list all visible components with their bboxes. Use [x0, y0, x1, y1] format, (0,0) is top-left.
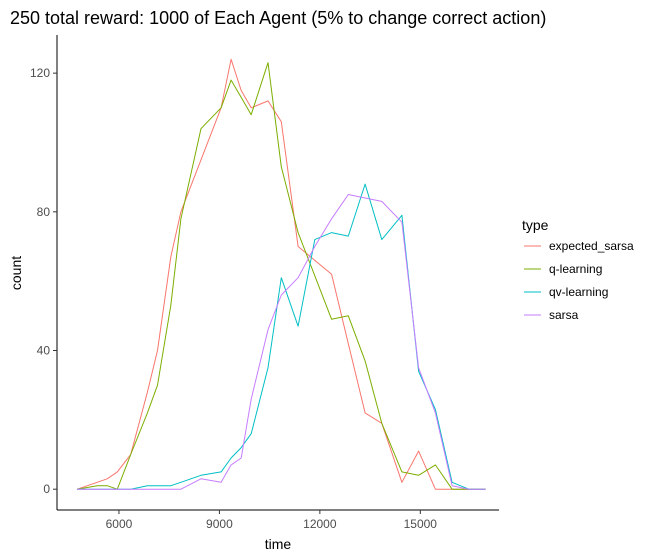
series-line-sarsa	[77, 194, 486, 490]
legend-label-sarsa: sarsa	[549, 308, 579, 322]
chart-title: 250 total reward: 1000 of Each Agent (5%…	[10, 8, 546, 28]
series-layer	[76, 58, 486, 490]
series-line-q-learning	[77, 62, 486, 490]
x-ticks: 6000 9000 12000 15000	[106, 510, 438, 531]
y-ticks: 0 40 80 120	[30, 66, 57, 496]
legend-items: expected_sarsa q-learning qv-learning sarsa	[524, 239, 634, 322]
plot-area: 6000 9000 12000 15000 0 40 80 120	[30, 35, 499, 531]
y-tick-label: 120	[30, 66, 50, 80]
x-tick-label: 6000	[106, 517, 133, 531]
x-axis-title: time	[265, 536, 292, 552]
x-tick-label: 9000	[206, 517, 233, 531]
legend-label-expected_sarsa: expected_sarsa	[549, 239, 634, 253]
legend: type expected_sarsa q-learning qv-learning…	[522, 217, 634, 322]
y-axis-title: count	[8, 256, 24, 290]
y-tick-label: 0	[43, 482, 50, 496]
series-line-expected_sarsa	[76, 58, 486, 490]
legend-label-q-learning: q-learning	[549, 262, 602, 276]
x-tick-label: 15000	[404, 517, 438, 531]
legend-title: type	[522, 217, 549, 233]
y-tick-label: 40	[37, 344, 51, 358]
legend-label-qv-learning: qv-learning	[549, 285, 608, 299]
x-tick-label: 12000	[303, 517, 337, 531]
series-line-qv-learning	[77, 183, 486, 490]
y-tick-label: 80	[37, 205, 51, 219]
